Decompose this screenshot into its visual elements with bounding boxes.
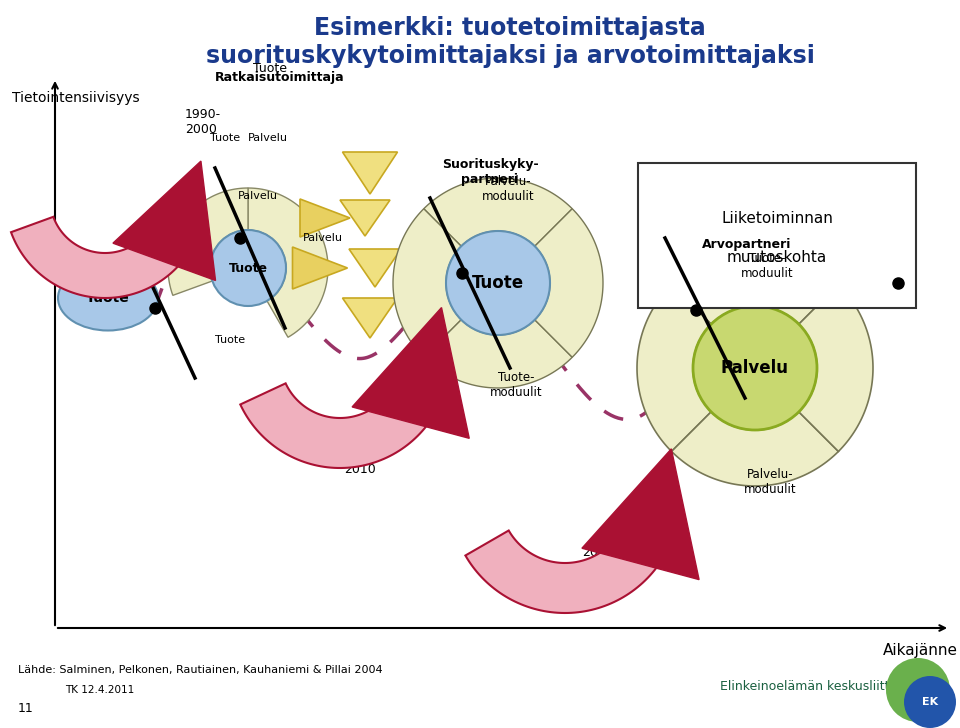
Polygon shape xyxy=(349,249,401,287)
Ellipse shape xyxy=(58,266,158,331)
Text: 2010-: 2010- xyxy=(582,547,618,560)
Polygon shape xyxy=(672,250,838,324)
Polygon shape xyxy=(300,199,350,237)
Text: Arvopartneri: Arvopartneri xyxy=(703,238,792,251)
Text: Liiketoiminnan: Liiketoiminnan xyxy=(721,210,833,226)
Polygon shape xyxy=(393,209,461,357)
Polygon shape xyxy=(423,178,572,246)
Text: Tietointensiivisyys: Tietointensiivisyys xyxy=(12,91,139,105)
Circle shape xyxy=(886,658,950,722)
Polygon shape xyxy=(535,209,603,357)
Text: Tuote-
moduulit: Tuote- moduulit xyxy=(490,371,542,399)
Text: Tuote: Tuote xyxy=(472,274,524,292)
Text: 11: 11 xyxy=(18,702,34,714)
Text: Lähde: Salminen, Pelkonen, Rautiainen, Kauhaniemi & Pillai 2004: Lähde: Salminen, Pelkonen, Rautiainen, K… xyxy=(18,665,383,675)
Polygon shape xyxy=(113,161,216,280)
Text: EK: EK xyxy=(922,697,938,707)
Text: Suorituskyky-
partneri: Suorituskyky- partneri xyxy=(442,158,539,186)
Text: Tuote: Tuote xyxy=(210,133,240,143)
Text: Aikajänne: Aikajänne xyxy=(882,643,957,657)
Polygon shape xyxy=(637,285,711,451)
Polygon shape xyxy=(340,200,390,236)
Text: Palvelu: Palvelu xyxy=(238,191,278,201)
Text: Palvelu: Palvelu xyxy=(248,133,288,143)
Text: Palvelu-
moduulit: Palvelu- moduulit xyxy=(744,468,796,496)
Polygon shape xyxy=(343,152,397,194)
Circle shape xyxy=(210,230,286,306)
Text: Esimerkki: tuotetoimittajasta: Esimerkki: tuotetoimittajasta xyxy=(314,16,706,40)
Text: Elinkeinoelämän keskusliitto: Elinkeinoelämän keskusliitto xyxy=(720,679,898,692)
Text: Tuote: Tuote xyxy=(86,291,130,305)
Polygon shape xyxy=(343,298,397,338)
Text: Tuote-
moduulit: Tuote- moduulit xyxy=(741,252,793,280)
Text: Ratkaisutoimittaja: Ratkaisutoimittaja xyxy=(215,71,345,84)
Polygon shape xyxy=(248,188,328,337)
Circle shape xyxy=(446,231,550,335)
Text: Palvelu-
moduulit: Palvelu- moduulit xyxy=(482,175,535,203)
Polygon shape xyxy=(423,320,572,388)
Polygon shape xyxy=(466,515,676,613)
Polygon shape xyxy=(799,285,873,451)
Text: 1990-
2000: 1990- 2000 xyxy=(185,108,221,136)
Text: Tuote: Tuote xyxy=(228,261,268,274)
Polygon shape xyxy=(240,373,446,468)
Text: TK 12.4.2011: TK 12.4.2011 xyxy=(65,685,134,695)
Circle shape xyxy=(693,306,817,430)
Text: Tuote: Tuote xyxy=(253,61,287,74)
Polygon shape xyxy=(352,307,469,438)
Polygon shape xyxy=(582,449,699,579)
Text: Tuote: Tuote xyxy=(215,335,245,345)
Text: muutoskohta: muutoskohta xyxy=(727,250,828,265)
Circle shape xyxy=(904,676,956,728)
Polygon shape xyxy=(293,247,348,289)
Text: 2000-
2010: 2000- 2010 xyxy=(342,448,378,476)
Bar xyxy=(638,163,916,308)
Polygon shape xyxy=(672,412,838,486)
Polygon shape xyxy=(11,217,199,298)
Polygon shape xyxy=(168,188,248,296)
Text: suorituskykytoimittajaksi ja arvotoimittajaksi: suorituskykytoimittajaksi ja arvotoimitt… xyxy=(205,44,814,68)
Text: Palvelu: Palvelu xyxy=(303,233,343,243)
Text: Palvelu: Palvelu xyxy=(721,359,789,377)
